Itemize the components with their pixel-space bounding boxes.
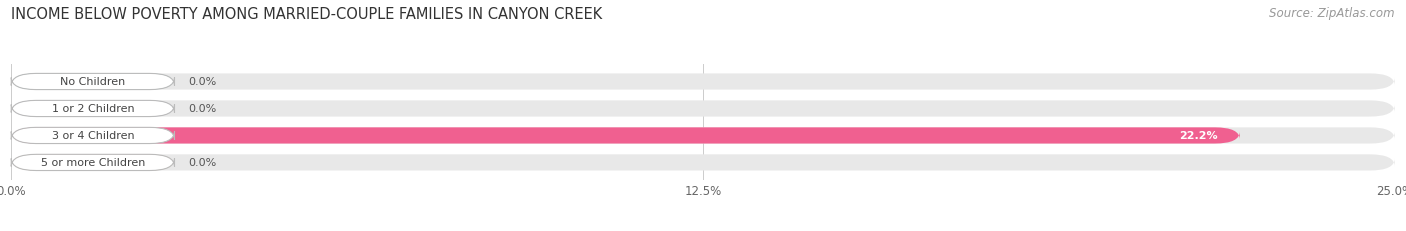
Text: 0.0%: 0.0% [188, 158, 217, 168]
Text: 0.0%: 0.0% [188, 77, 217, 87]
Text: 0.0%: 0.0% [188, 104, 217, 114]
Text: INCOME BELOW POVERTY AMONG MARRIED-COUPLE FAMILIES IN CANYON CREEK: INCOME BELOW POVERTY AMONG MARRIED-COUPL… [11, 7, 603, 22]
FancyBboxPatch shape [11, 128, 1395, 144]
FancyBboxPatch shape [11, 155, 174, 171]
Text: 1 or 2 Children: 1 or 2 Children [52, 104, 134, 114]
FancyBboxPatch shape [11, 74, 1395, 90]
Text: No Children: No Children [60, 77, 125, 87]
Text: 3 or 4 Children: 3 or 4 Children [52, 131, 134, 141]
FancyBboxPatch shape [11, 155, 174, 171]
FancyBboxPatch shape [11, 101, 1395, 117]
FancyBboxPatch shape [11, 101, 174, 117]
FancyBboxPatch shape [11, 101, 174, 117]
Text: 5 or more Children: 5 or more Children [41, 158, 145, 168]
FancyBboxPatch shape [11, 128, 1240, 144]
Text: Source: ZipAtlas.com: Source: ZipAtlas.com [1270, 7, 1395, 20]
FancyBboxPatch shape [11, 155, 1395, 171]
FancyBboxPatch shape [11, 128, 174, 144]
FancyBboxPatch shape [11, 74, 174, 90]
FancyBboxPatch shape [11, 74, 174, 90]
Text: 22.2%: 22.2% [1180, 131, 1218, 141]
